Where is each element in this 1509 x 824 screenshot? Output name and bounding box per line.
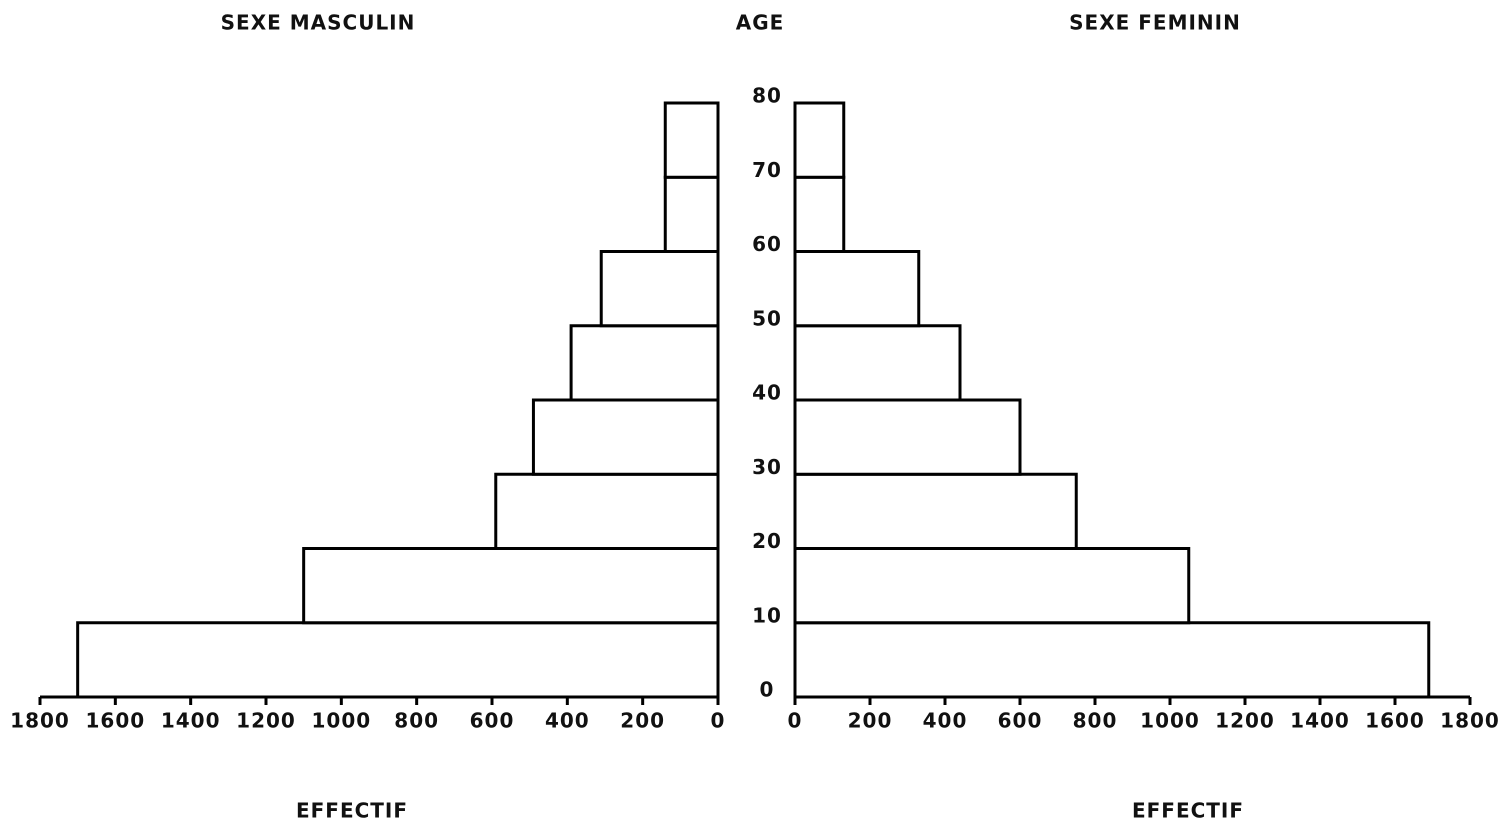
x-tick-label: 1000	[311, 709, 371, 733]
x-tick-label: 1400	[161, 709, 221, 733]
bar	[569, 324, 720, 402]
right-title: SEXE FEMININ	[1069, 11, 1241, 35]
x-tick-label: 1200	[236, 709, 296, 733]
x-tick-label: 400	[923, 709, 968, 733]
y-tick-label: 20	[752, 529, 782, 553]
bar	[494, 472, 720, 550]
x-tick-label: 1400	[1290, 709, 1350, 733]
y-tick-label: 10	[752, 603, 782, 627]
left-x-axis-label: EFFECTIF	[296, 799, 408, 823]
bar	[302, 547, 720, 625]
right-x-axis-label: EFFECTIF	[1132, 799, 1244, 823]
bar	[793, 175, 846, 253]
bar	[531, 398, 720, 476]
bar	[793, 398, 1022, 476]
y-tick-label: 70	[752, 158, 782, 182]
y-tick-label: 0	[760, 678, 775, 702]
bar	[793, 547, 1191, 625]
bar	[793, 324, 962, 402]
x-tick-label: 1800	[1440, 709, 1500, 733]
x-tick-label: 1600	[1365, 709, 1425, 733]
x-tick-label: 0	[788, 709, 803, 733]
x-tick-label: 800	[394, 709, 439, 733]
y-tick-label: 40	[752, 381, 782, 405]
bar	[663, 101, 720, 179]
bar	[663, 175, 720, 253]
x-tick-label: 1000	[1140, 709, 1200, 733]
bar	[599, 250, 720, 328]
x-tick-label: 1200	[1215, 709, 1275, 733]
y-tick-label: 30	[752, 455, 782, 479]
y-axis-label: AGE	[736, 11, 785, 35]
y-tick-label: 80	[752, 84, 782, 108]
x-tick-label: 0	[711, 709, 726, 733]
x-tick-label: 800	[1073, 709, 1118, 733]
y-tick-label: 50	[752, 306, 782, 330]
x-tick-label: 600	[470, 709, 515, 733]
x-tick-label: 1600	[85, 709, 145, 733]
x-tick-label: 600	[998, 709, 1043, 733]
x-tick-label: 200	[620, 709, 665, 733]
bar	[793, 101, 846, 179]
x-tick-label: 400	[545, 709, 590, 733]
bar	[76, 621, 720, 699]
bar	[793, 250, 921, 328]
x-tick-label: 200	[848, 709, 893, 733]
x-tick-label: 1800	[10, 709, 70, 733]
left-title: SEXE MASCULIN	[221, 11, 416, 35]
bar	[793, 621, 1431, 699]
y-tick-label: 60	[752, 232, 782, 256]
bar	[793, 472, 1078, 550]
